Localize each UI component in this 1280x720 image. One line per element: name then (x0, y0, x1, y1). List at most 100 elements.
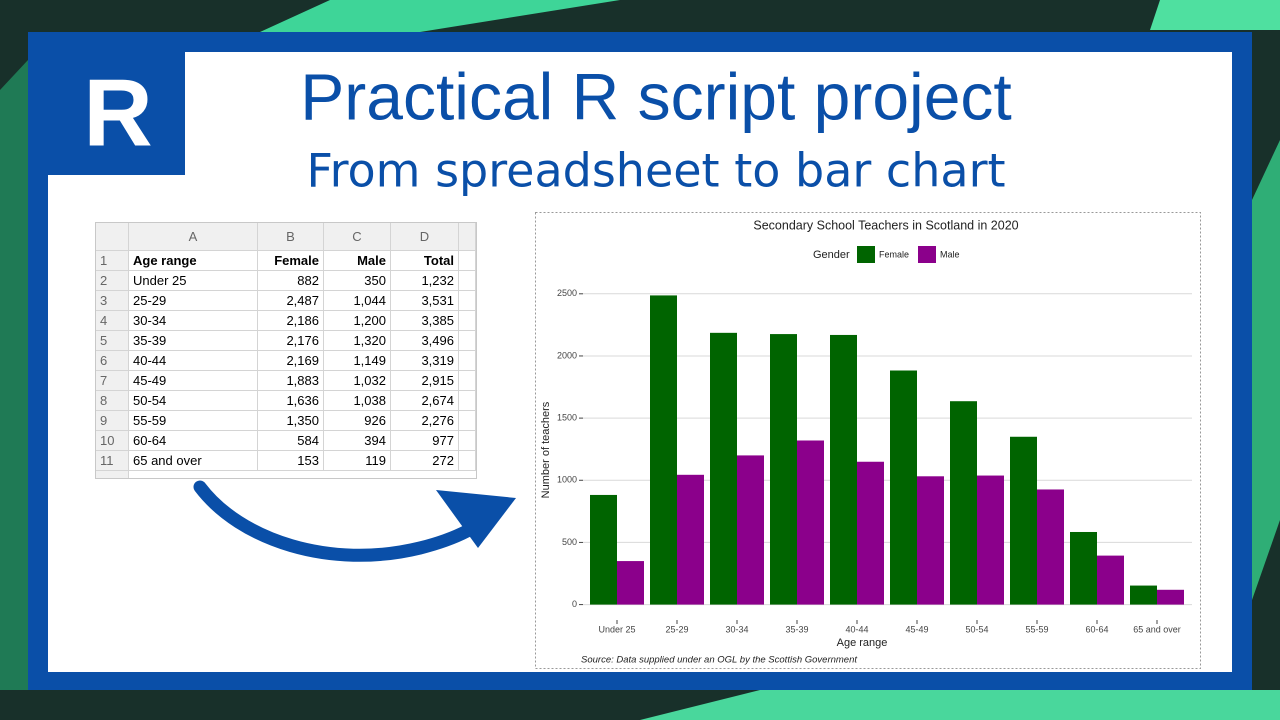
table-cell: 1,038 (324, 391, 391, 411)
bar (1037, 489, 1064, 605)
legend-swatch (857, 246, 875, 263)
stripe (640, 690, 1280, 720)
x-tick-label: 60-64 (1085, 624, 1108, 634)
empty-cell (459, 391, 476, 411)
stripe (1150, 0, 1280, 30)
empty-cell (459, 411, 476, 431)
table-cell: Total (391, 251, 459, 271)
empty-cell (459, 431, 476, 451)
table-cell: 40-44 (129, 351, 258, 371)
row-number: 8 (96, 391, 129, 411)
table-cell: Under 25 (129, 271, 258, 291)
empty-cell (459, 291, 476, 311)
table-cell: 977 (391, 431, 459, 451)
x-tick-label: 55-59 (1025, 624, 1048, 634)
x-axis-title: Age range (837, 637, 888, 649)
logo: R (83, 59, 152, 166)
logo-box (48, 52, 185, 175)
y-tick-label: 2000 (557, 350, 577, 360)
table-cell: 1,636 (258, 391, 324, 411)
table-cell: 2,186 (258, 311, 324, 331)
table-cell: 45-49 (129, 371, 258, 391)
x-tick-label: 45-49 (905, 624, 928, 634)
legend-label: Female (879, 249, 909, 259)
y-tick-label: 1500 (557, 412, 577, 422)
row-number: 4 (96, 311, 129, 331)
table-cell: 2,674 (391, 391, 459, 411)
table-cell: 55-59 (129, 411, 258, 431)
title: Practical R script project (300, 59, 1012, 133)
table-cell: 30-34 (129, 311, 258, 331)
bar (830, 334, 857, 605)
bar (677, 474, 704, 605)
empty-cell (459, 251, 476, 271)
stripe (0, 60, 28, 690)
spreadsheet: A B C D 1 Age range Female Male Total 2 Under 25 88… (95, 222, 477, 479)
table-cell: 1,149 (324, 351, 391, 371)
table-cell: Female (258, 251, 324, 271)
bar (737, 455, 764, 605)
arrow-head (436, 490, 516, 548)
table-cell: 35-39 (129, 331, 258, 351)
bar (797, 440, 824, 605)
y-tick-label: 0 (572, 599, 577, 609)
table-cell: 1,320 (324, 331, 391, 351)
table-cell: 2,487 (258, 291, 324, 311)
table-cell: 584 (258, 431, 324, 451)
row-number: 3 (96, 291, 129, 311)
table-cell: 3,496 (391, 331, 459, 351)
table-cell: Age range (129, 251, 258, 271)
bar (590, 494, 617, 605)
table-cell: 2,276 (391, 411, 459, 431)
table-cell: 1,883 (258, 371, 324, 391)
table-cell: 60-64 (129, 431, 258, 451)
bar (1130, 585, 1157, 605)
y-tick-label: 500 (562, 537, 577, 547)
y-tick-label: 2500 (557, 288, 577, 298)
row-number (96, 471, 129, 478)
empty-cell (459, 351, 476, 371)
table-cell: 1,032 (324, 371, 391, 391)
empty-cell (459, 331, 476, 351)
bar (1097, 555, 1124, 605)
legend-swatch (918, 246, 936, 263)
column-letter: D (391, 223, 459, 251)
bar (950, 401, 977, 605)
row-number: 10 (96, 431, 129, 451)
table-cell: 394 (324, 431, 391, 451)
table-cell: 1,044 (324, 291, 391, 311)
table-cell: 153 (258, 451, 324, 471)
x-tick-label: 30-34 (725, 624, 748, 634)
row-number: 5 (96, 331, 129, 351)
table-cell: 1,232 (391, 271, 459, 291)
x-tick-label: 25-29 (665, 624, 688, 634)
y-axis-title: Number of teachers (540, 401, 552, 498)
table-cell: 3,531 (391, 291, 459, 311)
bar (770, 334, 797, 605)
legend-title: Gender (813, 249, 850, 261)
row-number: 7 (96, 371, 129, 391)
bar (857, 461, 884, 605)
subtitle: From spreadsheet to bar chart (306, 144, 1005, 198)
table-cell: 1,350 (258, 411, 324, 431)
table-cell: 926 (324, 411, 391, 431)
bar (917, 476, 944, 605)
column-letter: A (129, 223, 258, 251)
x-tick-label: Under 25 (598, 624, 635, 634)
table-cell: 25-29 (129, 291, 258, 311)
row-number: 11 (96, 451, 129, 471)
x-tick-label: 50-54 (965, 624, 988, 634)
chart-title: Secondary School Teachers in Scotland in… (753, 218, 1018, 232)
x-tick-label: 40-44 (845, 624, 868, 634)
column-letter: B (258, 223, 324, 251)
bar (617, 561, 644, 605)
row-number: 6 (96, 351, 129, 371)
bar (890, 370, 917, 605)
bar (977, 475, 1004, 605)
x-tick-label: 35-39 (785, 624, 808, 634)
table-cell: 65 and over (129, 451, 258, 471)
bar (1070, 531, 1097, 605)
table-cell: 50-54 (129, 391, 258, 411)
